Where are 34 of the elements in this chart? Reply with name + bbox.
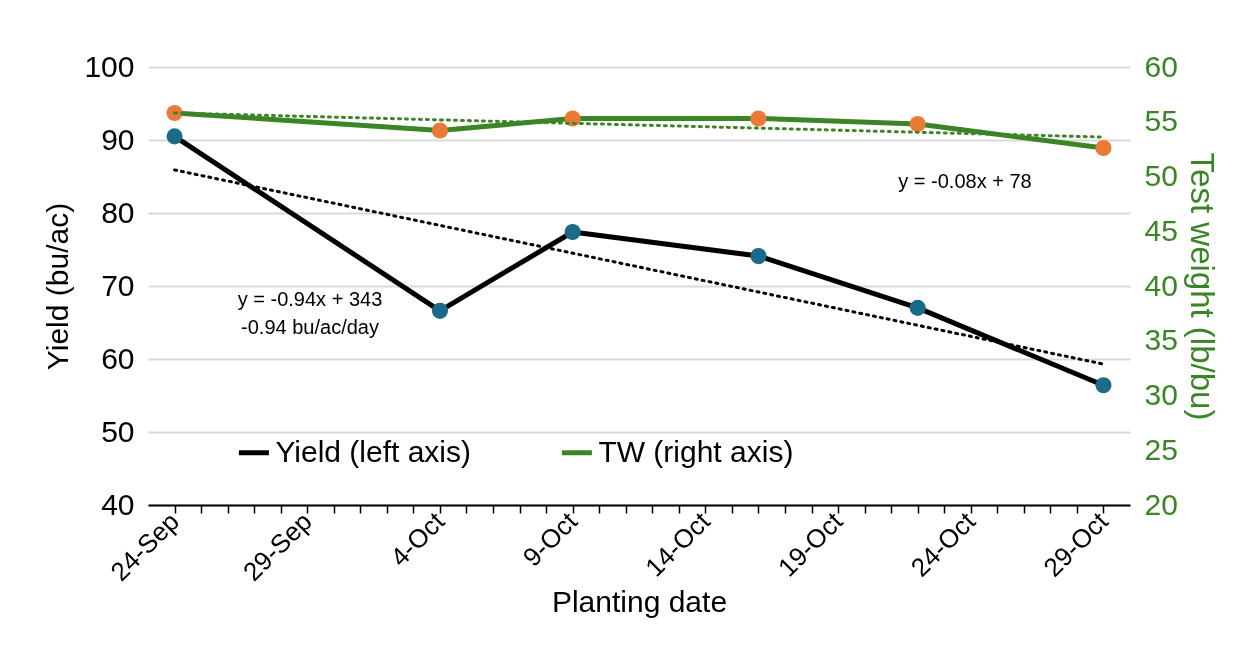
y2-tick-label: 60 bbox=[1144, 49, 1178, 83]
point bbox=[909, 115, 926, 132]
y2-tick-label: 30 bbox=[1144, 378, 1178, 411]
annotation: y = -0.08x + 78 bbox=[898, 170, 1032, 192]
point bbox=[750, 248, 767, 265]
y2-tick-label: 25 bbox=[1144, 432, 1178, 466]
y-tick-label: 80 bbox=[101, 195, 135, 229]
y-axis-title: Yield (bu/ac) bbox=[41, 202, 75, 371]
point bbox=[166, 128, 183, 145]
y2-tick-label: 45 bbox=[1144, 213, 1178, 247]
point bbox=[909, 299, 926, 316]
annotation: -0.94 bu/ac/day bbox=[241, 316, 379, 338]
y2-tick-label: 50 bbox=[1144, 159, 1178, 192]
point bbox=[750, 110, 767, 127]
point bbox=[431, 122, 449, 139]
point bbox=[564, 223, 581, 241]
x-axis-title: Planting date bbox=[551, 584, 728, 618]
y-tick-label: 90 bbox=[101, 122, 135, 156]
point bbox=[1095, 377, 1112, 394]
y2-tick-label: 40 bbox=[1144, 268, 1178, 302]
y-tick-label: 100 bbox=[84, 49, 135, 83]
annotation: y = -0.94x + 343 bbox=[237, 288, 383, 310]
y2-axis-title: Test weight (lb/bu) bbox=[1183, 152, 1221, 421]
y2-tick-label: 55 bbox=[1144, 104, 1178, 138]
y-tick-label: 70 bbox=[101, 268, 135, 302]
y-tick-label: 60 bbox=[101, 341, 135, 375]
point bbox=[431, 302, 449, 319]
legend-label: TW (right axis) bbox=[598, 434, 794, 468]
point bbox=[1095, 139, 1112, 157]
y-tick-label: 40 bbox=[101, 487, 135, 521]
y-tick-label: 50 bbox=[101, 414, 135, 448]
y2-tick-label: 20 bbox=[1144, 487, 1178, 521]
legend-label: Yield (left axis) bbox=[275, 434, 472, 468]
y2-tick-label: 35 bbox=[1144, 323, 1178, 357]
